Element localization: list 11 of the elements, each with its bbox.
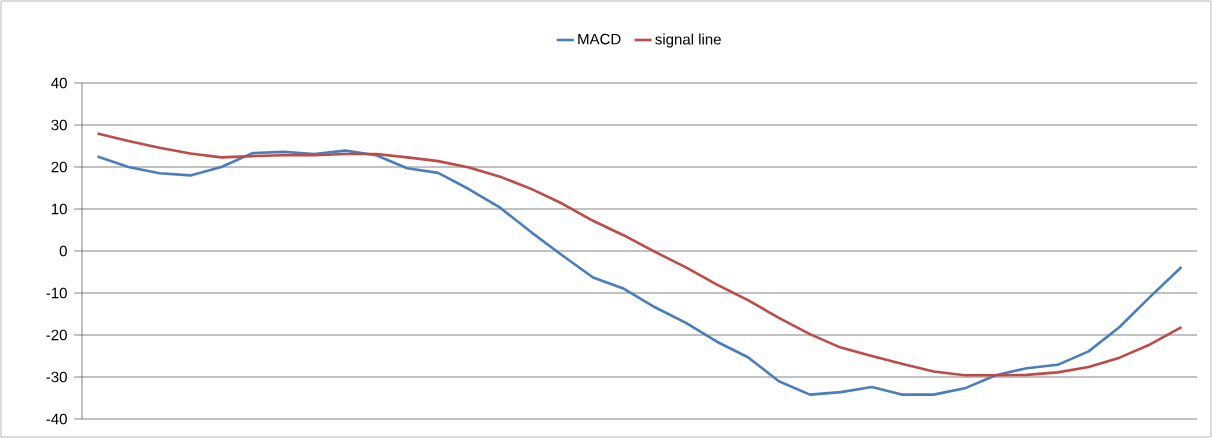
y-tick-label: 30 xyxy=(51,119,67,131)
y-tick-label: 0 xyxy=(59,245,67,257)
y-tick-label: 40 xyxy=(51,77,67,89)
legend-label: MACD xyxy=(578,33,621,45)
y-tick-label: -20 xyxy=(46,329,67,341)
y-tick-label: -40 xyxy=(46,413,67,425)
legend-label: signal line xyxy=(655,33,721,48)
y-tick-label: 10 xyxy=(51,203,67,215)
y-tick-label: -10 xyxy=(46,287,67,299)
y-tick-label: 20 xyxy=(51,161,67,173)
y-tick-label: -30 xyxy=(46,371,67,383)
